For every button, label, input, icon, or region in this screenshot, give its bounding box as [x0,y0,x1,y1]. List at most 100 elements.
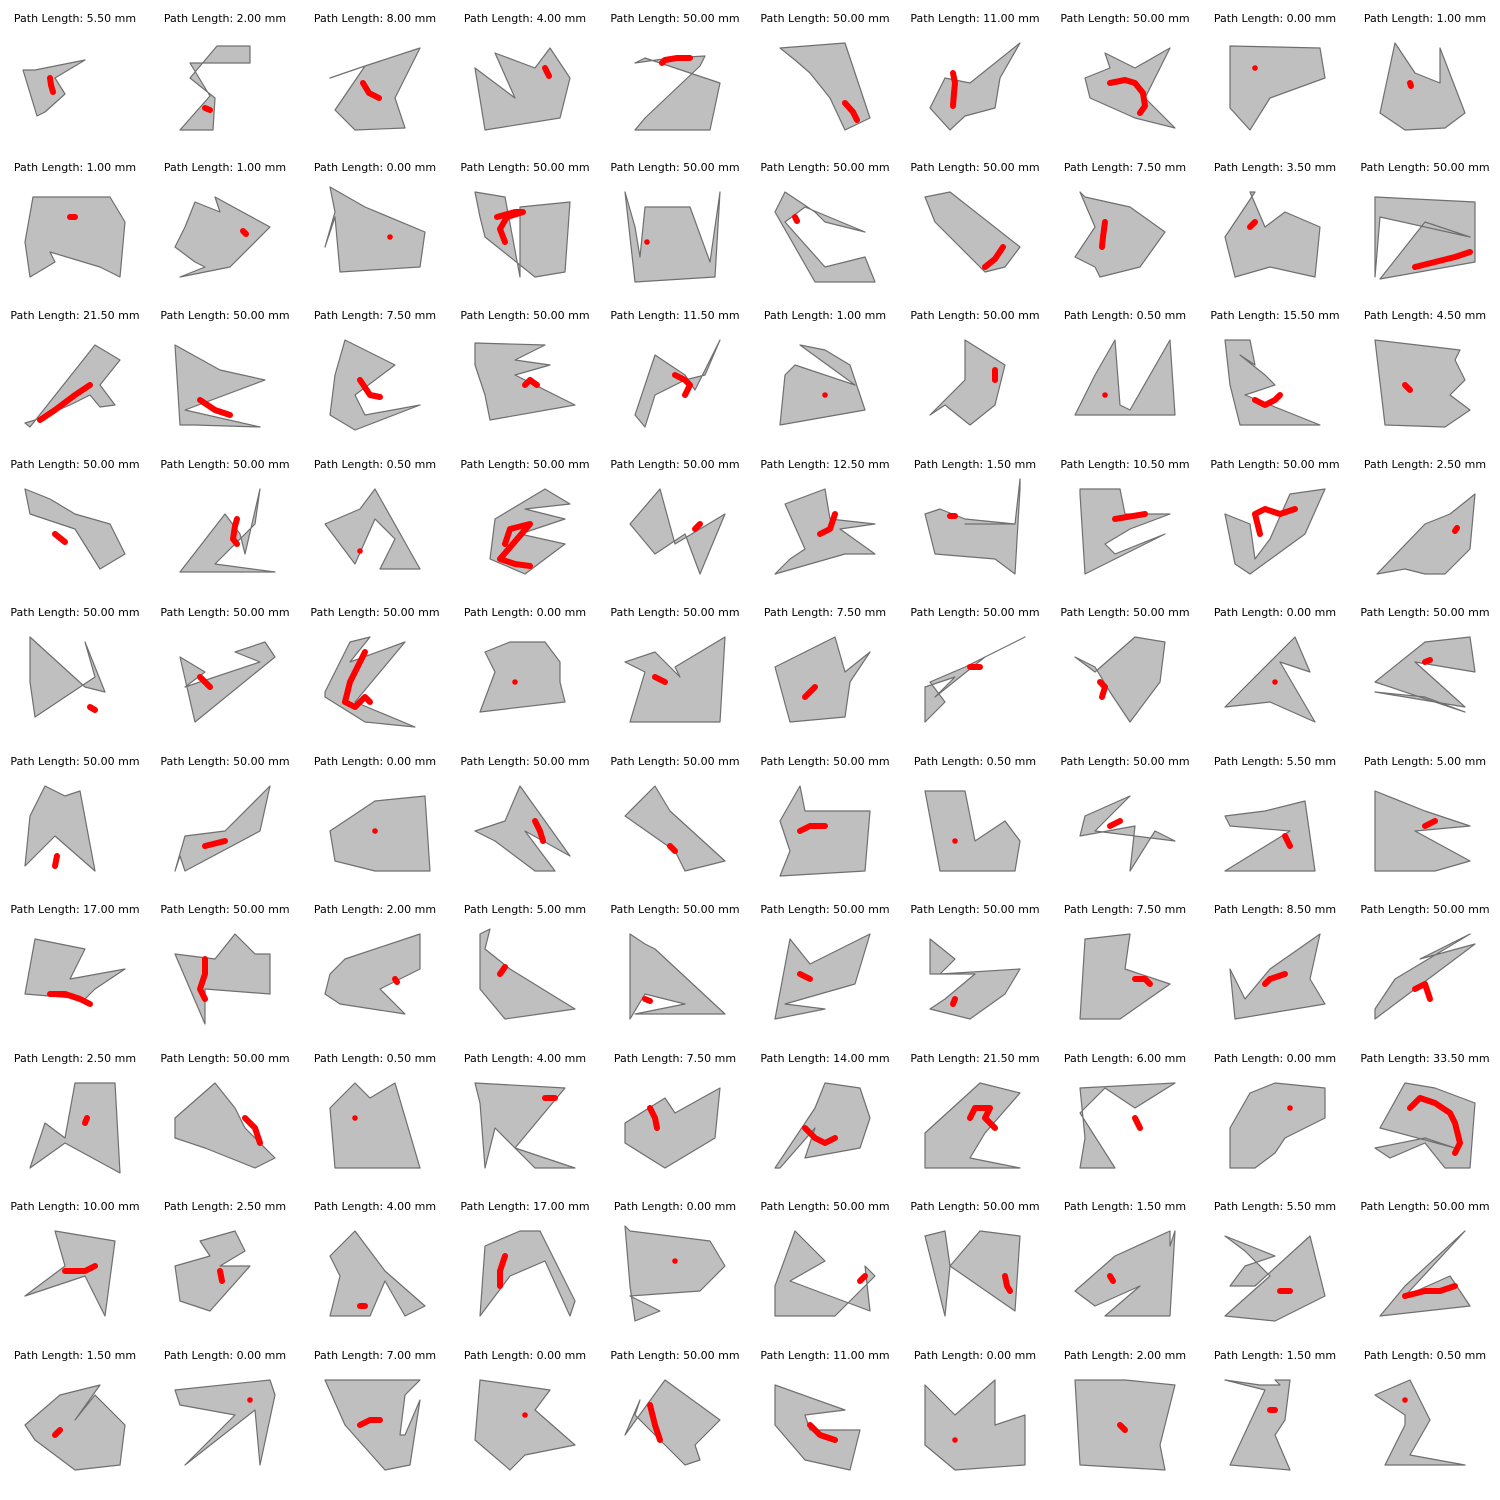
panel-title: Path Length: 50.00 mm [10,606,140,619]
panel-plot [774,487,876,575]
panel-plot [774,1081,871,1169]
panel-title: Path Length: 50.00 mm [760,1200,890,1213]
robot-path [1107,817,1123,829]
robot-path [37,382,93,423]
maze-polygon [1379,1230,1471,1317]
panel: Path Length: 50.00 mm [1350,1188,1500,1336]
panel-plot [634,55,721,131]
panel: Path Length: 50.00 mm [1050,594,1200,742]
panel: Path Length: 4.00 mm [450,0,600,148]
panel-plot [1224,339,1321,426]
maze-polygon [1079,487,1171,575]
robot-position-dot [352,1114,358,1121]
panel-title: Path Length: 0.00 mm [913,1348,1037,1362]
robot-path [807,1421,838,1443]
panel: Path Length: 50.00 mm [150,446,300,594]
robot-position-dot [952,837,958,844]
robot-path [1112,510,1148,522]
panel-plot [1374,195,1476,280]
panel-title: Path Length: 8.00 mm [313,12,437,25]
robot-path [202,837,228,849]
panel-title: Path Length: 11.50 mm [610,309,740,322]
panel-title: Path Length: 5.00 mm [1363,754,1487,768]
panel-title: Path Length: 8.50 mm [1213,903,1337,916]
panel: Path Length: 50.00 mm [450,743,600,891]
maze-polygon [1379,42,1466,131]
panel-plot [479,1230,576,1317]
robot-path [1252,392,1283,408]
maze-polygon [1074,1378,1176,1471]
panel: Path Length: 3.50 mm [1200,149,1350,297]
panel-plot [924,1378,1026,1471]
panel: Path Length: 0.00 mm [600,1188,750,1336]
maze-polygon [329,339,421,431]
panel-title: Path Length: 2.00 mm [1063,1348,1187,1362]
maze-polygon [1224,1235,1326,1322]
panel-plot [1224,190,1321,278]
panel-plot [779,344,866,426]
panel: Path Length: 7.00 mm [300,1337,450,1485]
maze-polygon [629,933,726,1020]
panel-title: Path Length: 0.00 mm [463,606,587,619]
robot-path [217,1268,225,1284]
robot-position-dot [952,1436,958,1443]
panel-plot [174,195,271,278]
panel-plot [1079,933,1171,1020]
robot-position-dot [372,827,378,834]
panel-title: Path Length: 50.00 mm [610,903,740,916]
panel: Path Length: 50.00 mm [450,297,600,445]
robot-path [197,674,213,690]
panel: Path Length: 50.00 mm [0,594,150,742]
panel-title: Path Length: 50.00 mm [760,12,890,25]
panel: Path Length: 4.00 mm [300,1188,450,1336]
robot-path [792,213,800,224]
panel: Path Length: 50.00 mm [750,891,900,1039]
panel-plot [1079,794,1176,872]
robot-path [1407,1094,1463,1156]
panel-plot [629,487,726,575]
panel-title: Path Length: 50.00 mm [160,1051,290,1065]
panel: Path Length: 11.00 mm [750,1337,900,1485]
robot-path [202,105,213,113]
panel: Path Length: 7.50 mm [300,297,450,445]
panel-plot [24,195,126,278]
panel: Path Length: 0.00 mm [450,1337,600,1485]
panel: Path Length: 7.50 mm [1050,891,1200,1039]
panel-title: Path Length: 21.50 mm [910,1051,1040,1065]
robot-path [532,817,546,844]
panel: Path Length: 50.00 mm [1350,149,1500,297]
maze-polygon [1229,45,1326,131]
panel: Path Length: 50.00 mm [150,1040,300,1188]
maze-polygon [774,190,876,283]
panel: Path Length: 0.00 mm [300,743,450,891]
robot-path [967,1104,998,1131]
maze-polygon [1376,492,1476,575]
panel: Path Length: 50.00 mm [450,149,600,297]
robot-path [1422,817,1438,829]
panel-title: Path Length: 4.50 mm [1363,309,1487,322]
panel: Path Length: 4.00 mm [450,1040,600,1188]
panel: Path Length: 10.00 mm [0,1188,150,1336]
robot-position-dot [387,233,393,240]
maze-polygon [624,784,726,872]
robot-path [1107,1273,1116,1284]
maze-polygon [1074,636,1166,723]
maze-polygon [924,789,1021,872]
panel-title: Path Length: 1.50 mm [913,457,1037,471]
panel-title: Path Length: 0.00 mm [1213,1051,1337,1065]
panel-plot [774,933,871,1020]
maze-polygon [29,636,106,718]
robot-path [197,956,208,1002]
panel-title: Path Length: 50.00 mm [910,1200,1040,1213]
maze-polygon [179,487,276,573]
panel-title: Path Length: 50.00 mm [10,457,140,471]
panel-plot [1374,933,1476,1020]
maze-polygon [329,794,431,872]
maze-polygon [1224,799,1316,872]
panel: Path Length: 5.50 mm [1200,1188,1350,1336]
panel: Path Length: 50.00 mm [150,594,300,742]
panel-plot [329,47,421,131]
robot-position-dot [822,392,828,398]
panel: Path Length: 50.00 mm [600,891,750,1039]
panel: Path Length: 50.00 mm [900,297,1050,445]
